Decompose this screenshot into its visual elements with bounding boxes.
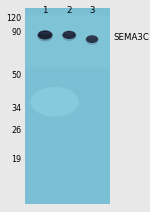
Ellipse shape (62, 30, 76, 41)
Text: 90: 90 (11, 28, 22, 37)
Text: 26: 26 (11, 126, 22, 135)
Text: 50: 50 (11, 71, 22, 80)
Text: 1: 1 (42, 6, 48, 15)
Ellipse shape (63, 31, 76, 39)
Ellipse shape (37, 30, 53, 42)
Ellipse shape (86, 35, 98, 43)
Ellipse shape (38, 31, 52, 39)
Text: SEMA3C: SEMA3C (113, 33, 149, 42)
Text: 3: 3 (89, 6, 95, 15)
Ellipse shape (40, 32, 51, 34)
Text: 2: 2 (66, 6, 72, 15)
Text: 34: 34 (12, 104, 22, 113)
Ellipse shape (64, 32, 74, 35)
FancyBboxPatch shape (25, 15, 110, 68)
Text: 120: 120 (6, 14, 22, 22)
Ellipse shape (85, 35, 99, 45)
Ellipse shape (87, 37, 97, 39)
Ellipse shape (30, 87, 79, 117)
Text: 19: 19 (11, 155, 22, 163)
FancyBboxPatch shape (25, 8, 110, 204)
